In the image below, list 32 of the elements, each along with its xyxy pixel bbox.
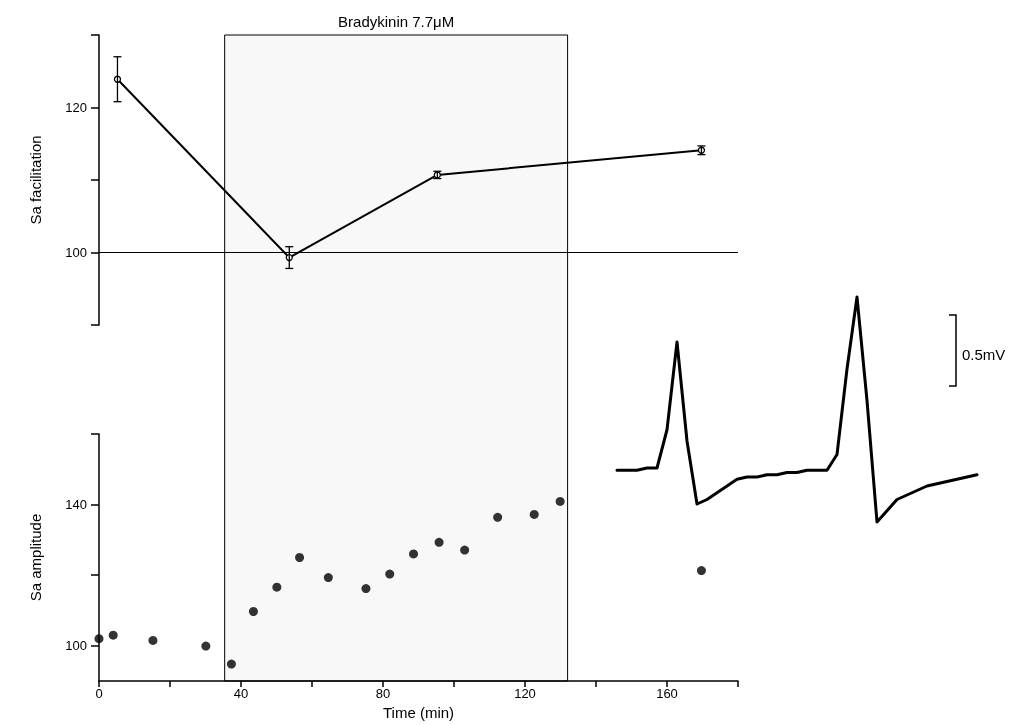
point bbox=[94, 634, 104, 644]
point bbox=[409, 549, 419, 559]
band-label: Bradykinin 7.7μM bbox=[338, 12, 455, 30]
point bbox=[226, 659, 236, 669]
x-tick-label: 80 bbox=[375, 686, 391, 701]
y-tick-label: 120 bbox=[65, 100, 87, 115]
point bbox=[555, 496, 565, 506]
point bbox=[696, 566, 706, 576]
point bbox=[493, 512, 503, 522]
point bbox=[323, 573, 333, 583]
point bbox=[248, 606, 258, 616]
x-tick-label: 40 bbox=[233, 686, 249, 701]
point bbox=[108, 630, 118, 640]
x-tick-label: 120 bbox=[514, 686, 536, 701]
y-axis-title: Sa amplitude bbox=[27, 513, 44, 602]
y-tick-label: 100 bbox=[65, 245, 87, 260]
x-tick-label: 0 bbox=[95, 686, 103, 701]
x-axis-title: Time (min) bbox=[382, 704, 455, 721]
point bbox=[361, 584, 371, 594]
point bbox=[460, 545, 470, 555]
point bbox=[529, 509, 539, 519]
x-tick-label: 160 bbox=[656, 686, 678, 701]
point bbox=[295, 553, 305, 562]
annotation: 0.5mV bbox=[962, 346, 1006, 363]
point bbox=[434, 537, 444, 547]
y-tick-label: 100 bbox=[65, 638, 87, 654]
point bbox=[272, 582, 282, 592]
y-axis-title: Sa facilitation bbox=[27, 135, 44, 225]
point bbox=[201, 641, 211, 651]
point bbox=[148, 635, 158, 645]
y-tick-label: 140 bbox=[65, 497, 87, 513]
point bbox=[385, 569, 395, 579]
